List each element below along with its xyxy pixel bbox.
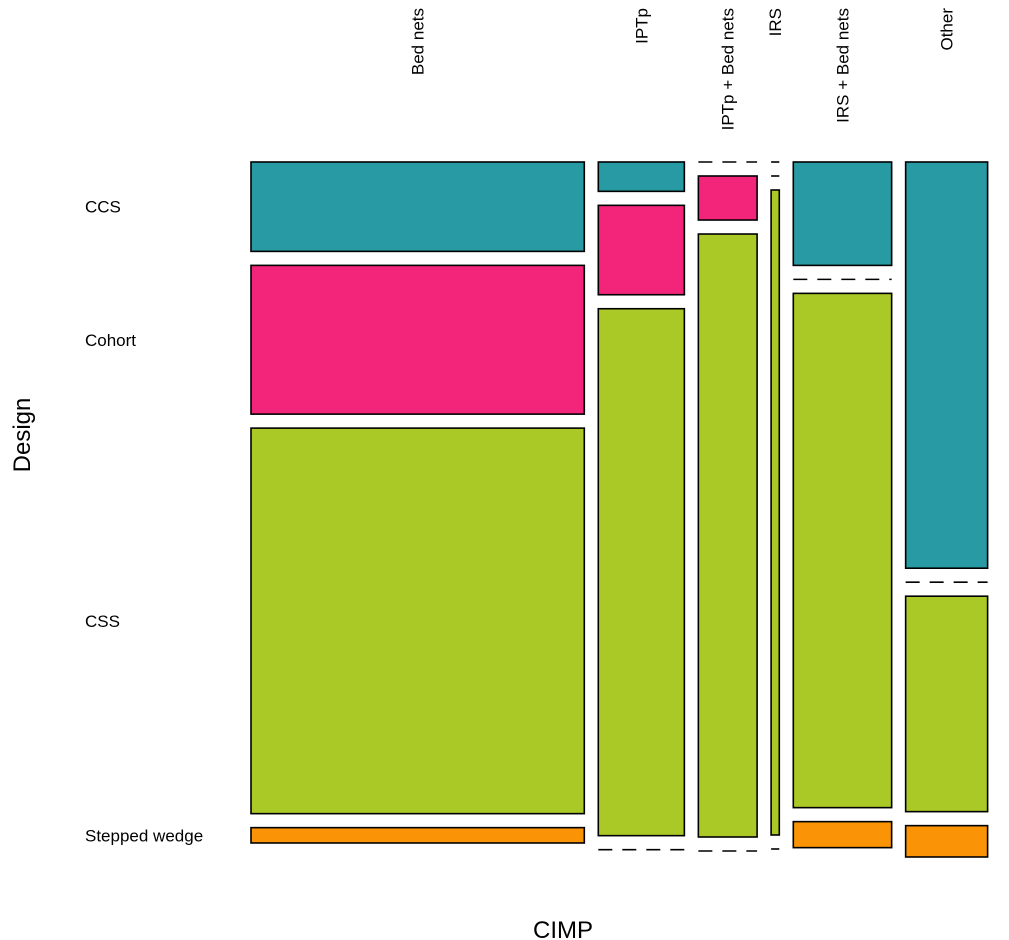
cell-other-css: [904, 595, 989, 813]
x-tick-irs: IRS: [766, 8, 785, 36]
y-tick-css: CSS: [85, 612, 120, 631]
x-axis-title: CIMP: [533, 917, 593, 940]
cell-bed-nets-css: [250, 427, 586, 815]
cell-iptp-bed-nets-cohort: [697, 175, 758, 221]
y-tick-stepped-wedge: Stepped wedge: [85, 826, 203, 845]
cell-irs-css: [770, 189, 781, 836]
cell-other-ccs: [904, 161, 989, 570]
y-tick-labels: CCS Cohort CSS Stepped wedge: [85, 198, 203, 846]
x-tick-labels: Bed nets IPTp IPTp + Bed nets IRS IRS + Bed …: [409, 8, 957, 131]
x-tick-iptp-bed-nets: IPTp + Bed nets: [719, 8, 738, 130]
cell-iptp-ccs: [597, 161, 686, 193]
cell-bed-nets-cohort: [250, 264, 586, 415]
x-tick-bed-nets: Bed nets: [409, 8, 428, 75]
x-tick-irs-bed-nets: IRS + Bed nets: [833, 8, 852, 123]
mosaic-cells: [250, 161, 989, 858]
cell-other-stepped-wedge: [904, 824, 989, 858]
x-tick-other: Other: [938, 8, 957, 51]
cell-bed-nets-ccs: [250, 161, 586, 253]
cell-iptp-bed-nets-css: [697, 233, 758, 838]
cell-iptp-css: [597, 307, 686, 837]
cell-irs-bed-nets-ccs: [792, 161, 893, 267]
cell-irs-bed-nets-css: [792, 292, 893, 809]
y-tick-cohort: Cohort: [85, 331, 136, 350]
y-axis-title: Design: [9, 398, 36, 473]
cell-iptp-cohort: [597, 204, 686, 296]
y-tick-ccs: CCS: [85, 198, 121, 217]
cell-bed-nets-stepped-wedge: [250, 826, 586, 844]
x-tick-iptp: IPTp: [632, 8, 651, 44]
cell-irs-bed-nets-stepped-wedge: [792, 820, 893, 849]
